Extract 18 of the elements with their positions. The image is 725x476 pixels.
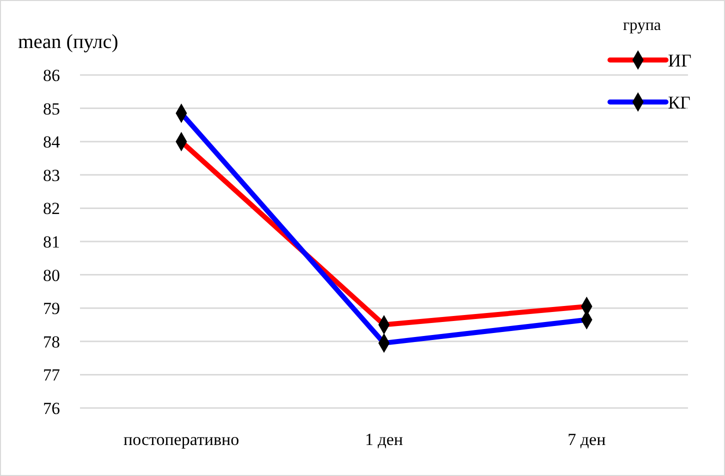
- legend-label: КГ: [668, 92, 690, 112]
- y-tick-label: 78: [43, 332, 60, 352]
- y-tick-label: 79: [43, 299, 60, 318]
- y-tick-label: 77: [43, 366, 60, 385]
- x-tick-label: постоперативно: [123, 430, 240, 449]
- y-tick-label: 80: [43, 266, 60, 285]
- x-tick-label: 1 ден: [364, 430, 404, 449]
- y-tick-label: 82: [43, 199, 60, 218]
- y-tick-label: 86: [43, 66, 60, 85]
- legend-label: ИГ: [668, 50, 692, 70]
- y-tick-label: 84: [43, 132, 60, 152]
- y-tick-label: 81: [43, 232, 60, 252]
- y-tick-label: 83: [43, 166, 60, 185]
- y-tick-label: 85: [43, 99, 60, 118]
- legend-title: група: [622, 17, 662, 34]
- x-tick-label: 7 ден: [568, 430, 606, 449]
- y-axis-title: mean (пулс): [18, 31, 118, 53]
- y-tick-label: 76: [43, 398, 60, 418]
